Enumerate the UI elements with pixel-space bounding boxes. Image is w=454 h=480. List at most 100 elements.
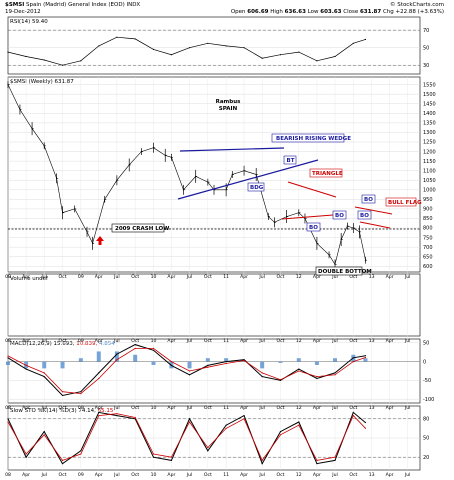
- sto-series-1-line-point: [43, 431, 45, 433]
- price-line-point: [231, 173, 233, 176]
- macd-series-1-line-point: [80, 391, 82, 393]
- macd-series-2-line-point: [243, 359, 245, 362]
- x-tick-label: Oct: [349, 405, 357, 411]
- price-line-point: [340, 238, 342, 241]
- price-y-tick-label: 900: [423, 207, 433, 213]
- macd-series-2-line-point: [188, 370, 191, 372]
- macd-series-2-line-point: [98, 377, 100, 380]
- low-label: Low: [307, 9, 319, 15]
- bull-flag-box: [385, 197, 417, 207]
- macd-histogram-bar: [187, 361, 192, 369]
- macd-histogram-bar: [133, 354, 138, 362]
- sto-series-1-line-point: [7, 418, 9, 420]
- price-line-point: [286, 215, 288, 218]
- x-tick-label: Jul: [331, 472, 338, 478]
- x-tick-label: Oct: [131, 338, 139, 344]
- x-tick-label: 08: [5, 274, 11, 280]
- price-line-point: [170, 156, 173, 158]
- sto-series-1-line-point: [352, 411, 354, 413]
- x-tick-label: 12: [296, 274, 302, 280]
- x-tick-label: Apr: [313, 338, 321, 344]
- x-tick-label: 10: [151, 472, 157, 478]
- x-tick-label: Jul: [258, 274, 265, 280]
- x-tick-label: Apr: [313, 472, 321, 478]
- sto-series-2-line-point: [225, 427, 227, 429]
- macd-histogram-bar: [151, 361, 156, 365]
- x-tick-label: Jul: [404, 338, 411, 344]
- crash-low-label: 2009 CRASH LOW: [115, 226, 169, 232]
- x-tick-label: 11: [223, 274, 229, 280]
- crash-low-box: [111, 223, 165, 233]
- price-y-tick-label: 1150: [423, 159, 436, 165]
- sto-series-2-line: [7, 413, 366, 462]
- price-line-point: [267, 215, 269, 218]
- macd-histogram-bar: [78, 358, 83, 362]
- rsi-line-point: [243, 47, 245, 49]
- macd-histogram-bar: [60, 361, 65, 369]
- watermark: © StockCharts.com: [390, 2, 444, 8]
- x-tick-label: Jul: [258, 472, 265, 478]
- sto-series-1-line-point: [25, 456, 27, 458]
- x-tick-label: Jul: [404, 405, 411, 411]
- macd-hist-value: 4.854: [99, 341, 115, 347]
- price-y-tick-label: 650: [423, 254, 433, 260]
- x-tick-label: 08: [5, 472, 11, 478]
- sto-series-2-line-point: [352, 415, 354, 417]
- price-y-tick-label: 600: [423, 264, 433, 270]
- price-line-point: [207, 181, 209, 183]
- price-y-tick-label: 1550: [423, 82, 436, 88]
- sto-series-1-line-point: [152, 456, 155, 458]
- change-value: Chg +22.88 (+3.63%): [382, 9, 444, 15]
- x-tick-label: Oct: [131, 405, 139, 411]
- rsi-line-point: [170, 54, 173, 56]
- x-tick-label: 09: [78, 274, 84, 280]
- price-line-point: [31, 128, 33, 130]
- bt-label: BT: [287, 158, 295, 164]
- sto-series-2-line-point: [207, 447, 209, 449]
- macd-signal-value: 10.839,: [76, 341, 98, 347]
- price-line-point: [55, 177, 58, 179]
- x-tick-label: Oct: [277, 405, 285, 411]
- macd-series-1-line: [7, 344, 366, 397]
- sto-series-2-line-point: [7, 421, 9, 423]
- x-tick-label: Apr: [22, 405, 30, 411]
- macd-y-tick-label: -100: [423, 397, 434, 403]
- x-tick-label: 10: [151, 338, 157, 344]
- macd-series-1-line-point: [316, 377, 318, 380]
- price-panel: [7, 76, 421, 273]
- x-tick-label: Apr: [386, 338, 394, 344]
- macd-series-1-line-point: [170, 364, 173, 366]
- bo-label-2: BO: [309, 225, 318, 231]
- x-tick-label: 09: [78, 338, 84, 344]
- price-line-point: [364, 259, 367, 261]
- rsi-line-point: [188, 47, 191, 49]
- x-tick-label: Oct: [277, 338, 285, 344]
- x-tick-label: Jul: [40, 405, 47, 411]
- macd-series-2-line-point: [116, 359, 118, 361]
- rsi-line-point: [61, 64, 64, 66]
- x-tick-label: Jul: [258, 405, 265, 411]
- sto-series-1-line-point: [225, 424, 227, 426]
- x-tick-label: Apr: [240, 338, 248, 344]
- macd-histogram-bar: [224, 358, 229, 362]
- rsi-line-point: [43, 59, 45, 61]
- rsi-line-point: [261, 57, 263, 59]
- rsi-line-point: [7, 51, 9, 53]
- x-tick-label: Oct: [277, 472, 285, 478]
- macd-series-1-line-point: [207, 364, 209, 366]
- macd-series-1-line-point: [43, 376, 45, 378]
- sto-series-1-line-point: [170, 459, 173, 461]
- price-y-tick-label: 850: [423, 216, 433, 222]
- macd-histogram-bar: [260, 361, 265, 369]
- macd-series-1-line-point: [7, 357, 9, 359]
- x-tick-label: Jul: [186, 274, 193, 280]
- x-tick-label: Oct: [349, 472, 357, 478]
- x-tick-label: 10: [151, 274, 157, 280]
- rsi-line-point: [207, 42, 209, 44]
- ohlc-readout: Open 606.69 High 636.63 Low 603.63 Close…: [231, 9, 444, 15]
- price-y-tick-label: 1050: [423, 178, 436, 184]
- sto-series-2-line-point: [152, 453, 155, 455]
- price-line-point: [164, 154, 166, 156]
- x-tick-label: Oct: [59, 472, 67, 478]
- sto-series-2-line-point: [316, 459, 318, 461]
